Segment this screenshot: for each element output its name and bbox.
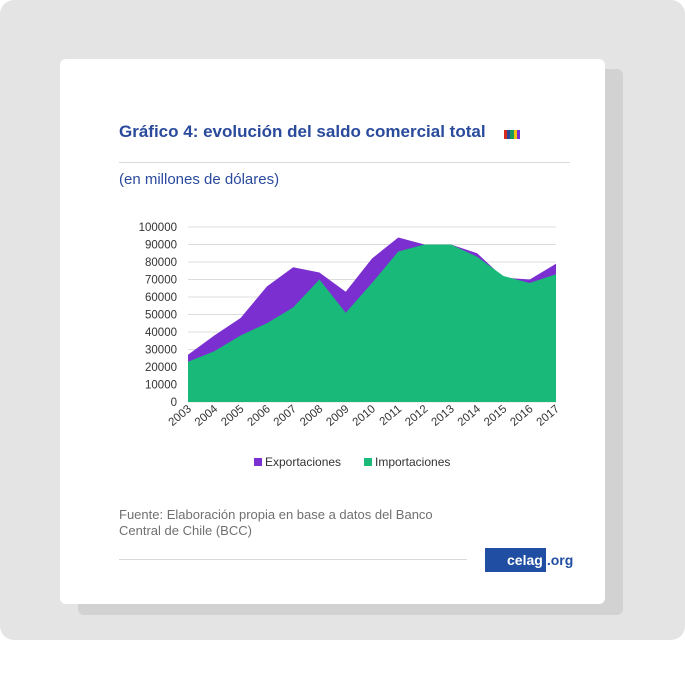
- legend-swatch: [364, 458, 372, 466]
- footer-divider: [119, 559, 467, 560]
- x-tick-label: 2010: [351, 403, 378, 429]
- chart-subtitle: (en millones de dólares): [119, 171, 280, 188]
- flag-stripe: [516, 130, 521, 139]
- y-tick-label: 100000: [139, 222, 177, 234]
- x-tick-label: 2004: [193, 403, 221, 429]
- x-tick-label: 2006: [245, 403, 272, 429]
- x-tick-label: 2015: [482, 403, 509, 429]
- y-tick-label: 30000: [145, 345, 177, 357]
- y-tick-label: 90000: [145, 240, 177, 252]
- x-tick-label: 2007: [272, 403, 299, 429]
- chart-card: Gráfico 4: evolución del saldo comercial…: [60, 59, 605, 604]
- y-tick-label: 80000: [145, 257, 177, 269]
- flag-stripe: [504, 130, 508, 139]
- celag-logo[interactable]: celag .org: [485, 548, 573, 572]
- source-note: Fuente: Elaboración propia en base a dat…: [119, 507, 433, 538]
- y-tick-label: 0: [171, 397, 177, 409]
- y-tick-label: 50000: [145, 310, 177, 322]
- chart-legend: Exportaciones Importaciones: [254, 455, 450, 469]
- title-divider: [119, 162, 570, 163]
- flag-stripe: [513, 130, 517, 139]
- x-tick-label: 2009: [324, 403, 351, 429]
- legend-label: Exportaciones: [265, 455, 341, 469]
- x-tick-label: 2016: [508, 403, 535, 429]
- chart-title: Gráfico 4: evolución del saldo comercial…: [119, 122, 486, 141]
- area-chart: 0 10000 20000 30000 40000 50000 60000 70000 8000…: [139, 222, 562, 469]
- logo-tld: .org: [546, 552, 574, 568]
- y-tick-label: 60000: [145, 292, 177, 304]
- y-tick-label: 70000: [145, 275, 177, 287]
- y-axis-ticks: 0 10000 20000 30000 40000 50000 60000 70000 8000…: [139, 222, 177, 409]
- x-tick-label: 2008: [298, 403, 325, 429]
- flag-icon: [504, 130, 521, 139]
- x-tick-label: 2012: [403, 403, 430, 429]
- legend-swatch: [254, 458, 262, 466]
- flag-stripe: [510, 130, 514, 139]
- x-tick-label: 2014: [456, 403, 484, 429]
- legend-label: Importaciones: [375, 455, 450, 469]
- flag-stripe: [507, 130, 511, 139]
- x-tick-label: 2013: [429, 403, 456, 429]
- y-tick-label: 10000: [145, 380, 177, 392]
- x-tick-label: 2017: [535, 403, 562, 429]
- series-area-importaciones: [188, 244, 556, 402]
- x-tick-label: 2005: [219, 403, 246, 429]
- y-tick-label: 40000: [145, 327, 177, 339]
- y-tick-label: 20000: [145, 362, 177, 374]
- logo-main: celag: [485, 548, 546, 572]
- x-tick-label: 2011: [378, 403, 405, 428]
- chart-areas: [188, 237, 556, 402]
